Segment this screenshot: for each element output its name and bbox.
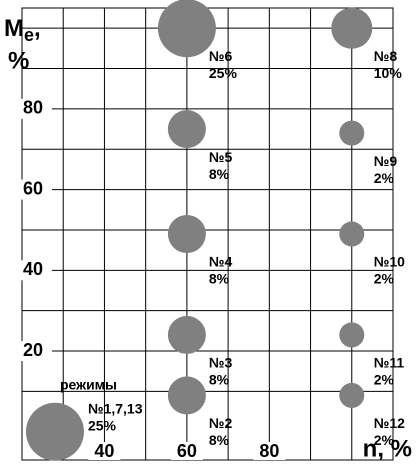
bubble-label: №8 — [374, 48, 398, 64]
x-label: n, % — [363, 435, 412, 462]
bubbles — [25, 0, 373, 461]
tick-bg — [14, 260, 52, 281]
bubble-value-label: 8% — [209, 166, 230, 182]
x-tick-label: 40 — [94, 441, 114, 461]
bubble — [339, 382, 365, 408]
bubble — [167, 214, 206, 254]
bubble-label: №9 — [374, 153, 398, 169]
x-tick-label: 60 — [177, 441, 197, 461]
bubble — [25, 402, 84, 461]
y-label-subscript: e — [24, 25, 34, 45]
y-label-unit: % — [8, 47, 29, 74]
bubble — [339, 120, 365, 146]
tick-bg — [170, 442, 203, 460]
tick-bg — [253, 442, 286, 460]
y-label-suffix: , — [34, 15, 41, 42]
bubble-value-label: 25% — [88, 417, 117, 433]
y-tick-label: 60 — [23, 178, 43, 198]
y-label: Me, — [4, 15, 41, 44]
bubble-label: №12 — [374, 415, 405, 431]
bubble — [167, 376, 206, 415]
bubble-value-label: 10% — [374, 65, 403, 81]
y-label-symbol: M — [4, 15, 24, 42]
bubble-label: №2 — [209, 415, 233, 431]
tick-bg — [14, 98, 52, 119]
bubble-label: №5 — [209, 149, 233, 165]
x-tick-label: 80 — [259, 441, 279, 461]
bubble-label: №3 — [209, 355, 233, 371]
bubble-value-label: 8% — [209, 432, 230, 448]
bubble-label: №11 — [374, 355, 405, 371]
bubble-value-label: 2% — [374, 170, 395, 186]
annotation: режимы — [60, 377, 117, 393]
bubble — [339, 322, 365, 348]
y-tick-label: 20 — [23, 340, 43, 360]
bubble — [167, 110, 206, 149]
bubble-label: №6 — [209, 48, 233, 64]
tick-bg — [14, 179, 52, 200]
bubble — [157, 0, 216, 58]
y-tick-label: 80 — [23, 98, 43, 118]
bubble-label: №1,7,13 — [88, 400, 143, 416]
bubble-label: №4 — [209, 254, 233, 270]
bubble-value-label: 2% — [374, 432, 395, 448]
bubble — [167, 315, 206, 354]
tick-bg — [88, 442, 121, 460]
bubble-value-label: 2% — [374, 271, 395, 287]
bubble-value-label: 2% — [374, 372, 395, 388]
bubble-value-label: 25% — [209, 65, 238, 81]
bubble-label: №10 — [374, 254, 405, 270]
bubble — [331, 7, 373, 49]
tick-bg — [14, 341, 52, 362]
bubble-value-label: 8% — [209, 271, 230, 287]
y-tick-label: 40 — [23, 259, 43, 279]
bubble-value-label: 8% — [209, 372, 230, 388]
bubble — [339, 221, 365, 247]
